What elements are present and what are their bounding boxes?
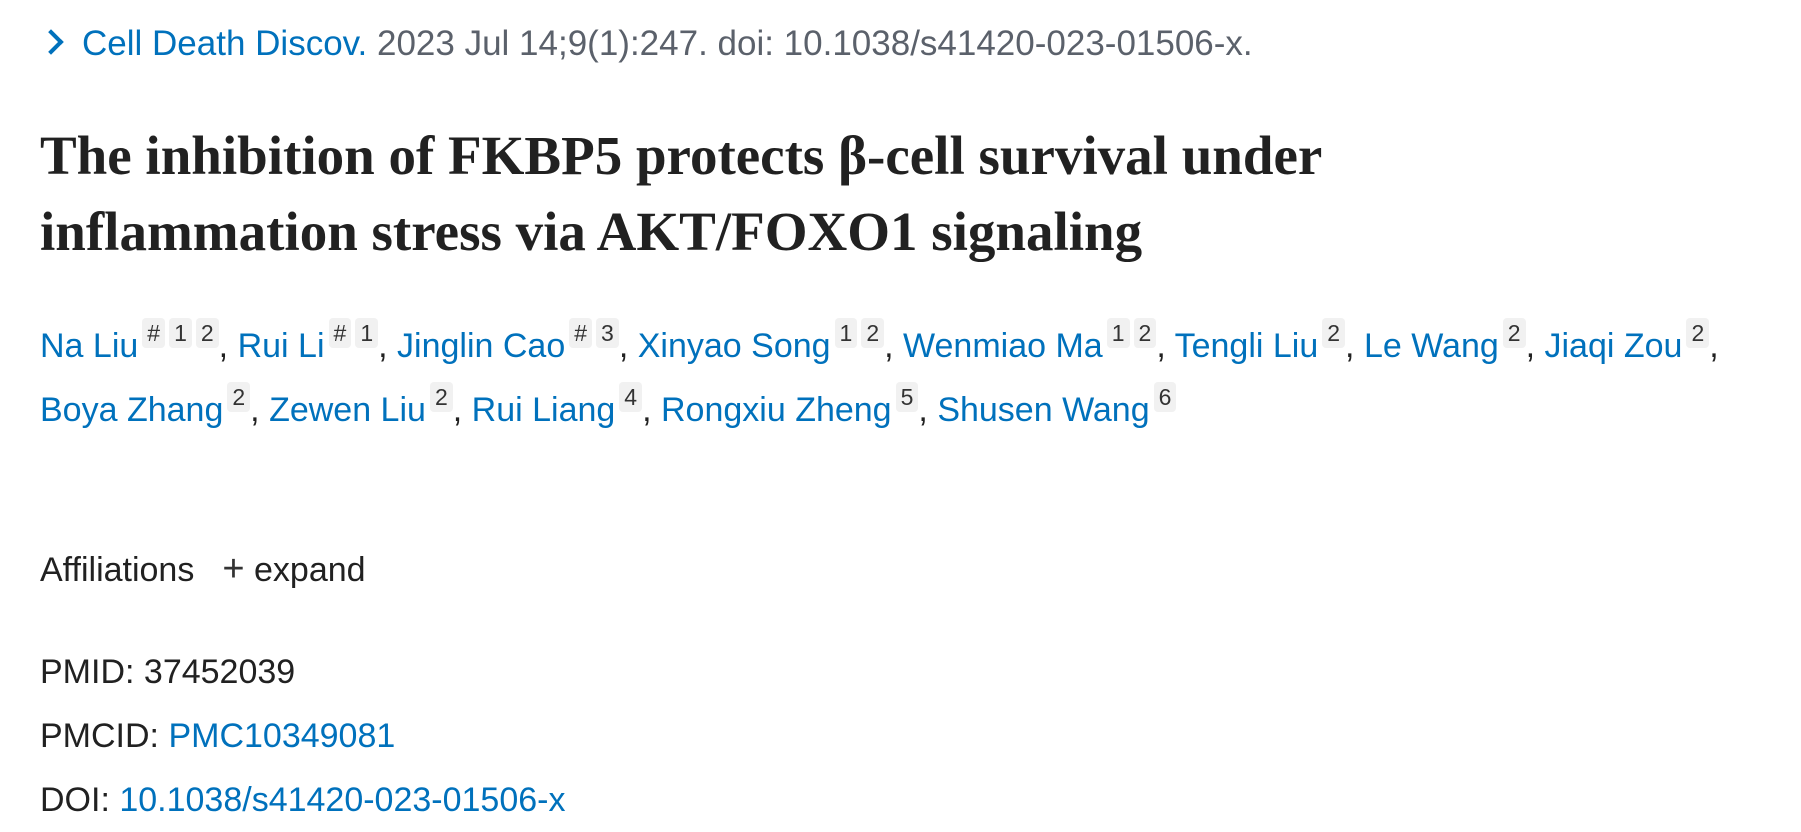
pmcid-label: PMCID: [40,717,169,755]
doi-label: DOI: [40,781,120,819]
author-separator: , [884,327,904,365]
expand-affiliations-button[interactable]: expand [254,551,366,589]
author-link[interactable]: Jiaqi Zou [1544,327,1683,365]
citation-details: 2023 Jul 14;9(1):247. doi: 10.1038/s4142… [367,24,1253,63]
author-link[interactable]: Le Wang [1363,327,1499,365]
author-link[interactable]: Jinglin Cao [397,327,566,365]
author-link[interactable]: Rongxiu Zheng [661,391,892,429]
article-title: The inhibition of FKBP5 protects β-cell … [40,125,1322,262]
author-link[interactable]: Shusen Wang [937,391,1150,429]
author-separator: , [218,327,238,365]
pmid-label: PMID: [40,653,144,691]
affiliation-badge[interactable]: 2 [861,318,885,348]
author-separator: , [618,327,638,365]
affiliation-badge[interactable]: 2 [1322,318,1346,348]
affiliation-badge[interactable]: 4 [619,382,643,412]
pmcid-link[interactable]: PMC10349081 [168,717,396,755]
author-link[interactable]: Rui Li [237,327,325,365]
author-link[interactable]: Na Liu [40,327,139,365]
author-link[interactable]: Zewen Liu [269,391,426,429]
affiliation-badge[interactable]: 2 [195,318,219,348]
affiliation-badge[interactable]: # [142,318,166,348]
affiliation-badge[interactable]: 2 [429,382,453,412]
author-separator: , [1345,327,1364,365]
affiliation-badge[interactable]: 2 [1133,318,1157,348]
author-separator: , [250,391,270,429]
author-separator: , [378,327,398,365]
author-separator: , [1156,327,1175,365]
affiliation-badge[interactable]: 2 [1502,318,1526,348]
pmid-value: 37452039 [143,653,296,691]
affiliation-badge[interactable]: 1 [834,318,858,348]
affiliation-badge[interactable]: 6 [1153,382,1177,412]
author-separator: , [1709,327,1719,365]
affiliation-badge[interactable]: 1 [355,318,379,348]
pmid-row: PMID: 37452039 [40,640,565,704]
pmcid-row: PMCID: PMC10349081 [40,704,565,768]
doi-link[interactable]: 10.1038/s41420-023-01506-x [119,781,566,819]
journal-link[interactable]: Cell Death Discov. [82,24,368,63]
doi-row: DOI: 10.1038/s41420-023-01506-x [40,768,565,832]
citation: Cell Death Discov. 2023 Jul 14;9(1):247.… [38,22,1253,66]
author-link[interactable]: Wenmiao Ma [903,327,1103,365]
affiliation-badge[interactable]: 2 [1686,318,1710,348]
affiliation-badge[interactable]: 1 [169,318,192,348]
plus-icon[interactable]: + [222,548,245,590]
author-link[interactable]: Xinyao Song [637,327,831,365]
affiliation-badge[interactable]: 5 [895,382,919,412]
chevron-right-icon[interactable] [38,29,64,55]
author-separator: , [642,391,661,429]
author-separator: , [452,391,472,429]
affiliation-badge[interactable]: 3 [596,318,619,348]
affiliation-badge[interactable]: 1 [1106,318,1130,348]
author-list: Na Liu #1 2, Rui Li #1, Jinglin Cao #3, Xiny… [40,314,1760,442]
affiliation-badge[interactable]: 2 [227,382,251,412]
affiliations: Affiliations + expand [40,547,366,592]
author-link[interactable]: Tengli Liu [1174,327,1319,365]
affiliation-badge[interactable]: # [328,318,352,348]
affiliation-badge[interactable]: # [569,318,593,348]
affiliations-label: Affiliations [40,551,195,589]
author-separator: , [918,391,938,429]
identifiers: PMID: 37452039 PMCID: PMC10349081 DOI: 1… [40,640,565,832]
author-link[interactable]: Rui Liang [471,391,616,429]
author-link[interactable]: Boya Zhang [40,391,224,429]
author-separator: , [1525,327,1545,365]
